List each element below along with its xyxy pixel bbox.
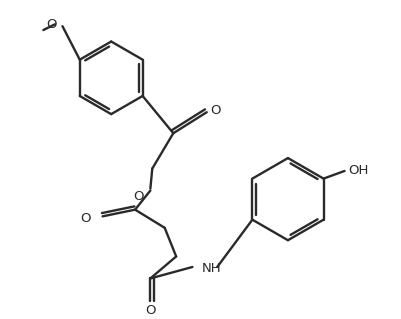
Text: NH: NH xyxy=(201,263,221,275)
Text: O: O xyxy=(46,18,57,31)
Text: O: O xyxy=(133,190,144,203)
Text: O: O xyxy=(81,212,91,225)
Text: O: O xyxy=(210,104,221,117)
Text: O: O xyxy=(145,304,155,317)
Text: OH: OH xyxy=(348,165,368,177)
